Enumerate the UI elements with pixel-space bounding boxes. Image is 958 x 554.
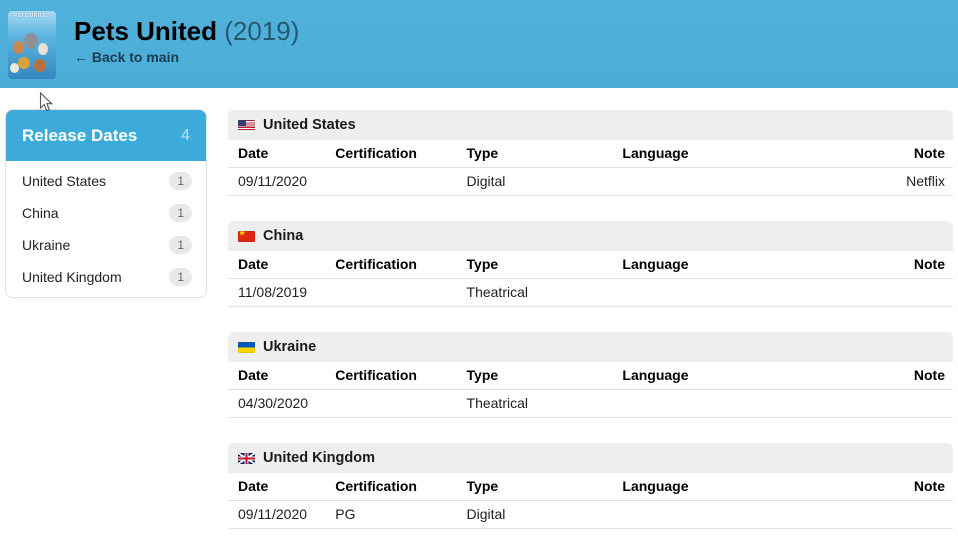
sidebar-item-united-kingdom[interactable]: United Kingdom 1 xyxy=(6,261,206,293)
cell-type: Theatrical xyxy=(466,389,623,418)
sidebar-item-united-states[interactable]: United States 1 xyxy=(6,165,206,197)
column-header-certification: Certification xyxy=(335,140,467,168)
movie-header: PETS UNITED Pets United (2019) ← Back to… xyxy=(0,0,958,88)
column-header-date: Date xyxy=(228,251,336,279)
count-badge: 1 xyxy=(169,236,192,254)
cell-date: 09/11/2020 xyxy=(228,500,336,529)
total-count: 4 xyxy=(181,126,190,144)
cell-type: Digital xyxy=(466,167,623,196)
sidebar-item-ukraine[interactable]: Ukraine 1 xyxy=(6,229,206,261)
country-label: Ukraine xyxy=(22,237,71,253)
table-header-row: Date Certification Type Language Note xyxy=(228,473,953,501)
release-row: 09/11/2020 Digital Netflix xyxy=(228,167,953,196)
cell-language xyxy=(622,500,841,529)
cell-type: Digital xyxy=(466,500,623,529)
column-header-date: Date xyxy=(228,473,336,501)
sidebar-item-china[interactable]: China 1 xyxy=(6,197,206,229)
cell-certification xyxy=(335,278,467,307)
country-name: United Kingdom xyxy=(263,450,375,466)
country-list: United States 1 China 1 Ukraine 1 United… xyxy=(6,161,206,297)
release-dates-panel-header: Release Dates 4 xyxy=(6,110,206,161)
cell-language xyxy=(622,389,841,418)
country-section-header: Ukraine xyxy=(228,332,953,362)
country-name: China xyxy=(263,228,304,244)
movie-year: (2019) xyxy=(224,15,300,46)
country-section-united-kingdom: United Kingdom Date Certification Type Lang… xyxy=(228,443,953,529)
column-header-note: Note xyxy=(840,140,953,168)
column-header-type: Type xyxy=(466,140,623,168)
movie-poster[interactable]: PETS UNITED xyxy=(8,11,56,79)
page-title: Pets United (2019) xyxy=(74,16,299,46)
table-header-row: Date Certification Type Language Note xyxy=(228,140,953,168)
country-name: Ukraine xyxy=(263,339,317,355)
column-header-language: Language xyxy=(622,473,841,501)
count-badge: 1 xyxy=(169,172,192,190)
country-name: United States xyxy=(263,117,356,133)
us-flag-icon xyxy=(238,119,255,131)
release-row: 04/30/2020 Theatrical xyxy=(228,389,953,418)
cell-date: 09/11/2020 xyxy=(228,167,336,196)
release-table: Date Certification Type Language Note 09/11/… xyxy=(228,140,953,196)
cell-language xyxy=(622,167,841,196)
country-section-header: China xyxy=(228,221,953,251)
poster-logo-text: PETS UNITED xyxy=(13,13,51,19)
release-table: Date Certification Type Language Note 09/11/… xyxy=(228,473,953,529)
release-table: Date Certification Type Language Note 04/30/… xyxy=(228,362,953,418)
movie-title-text: Pets United xyxy=(74,15,218,46)
release-row: 11/08/2019 Theatrical xyxy=(228,278,953,307)
column-header-note: Note xyxy=(840,251,953,279)
cell-note xyxy=(840,389,953,418)
country-label: United States xyxy=(22,173,107,189)
column-header-type: Type xyxy=(466,251,623,279)
cell-certification xyxy=(335,167,467,196)
column-header-note: Note xyxy=(840,473,953,501)
column-header-certification: Certification xyxy=(335,362,467,390)
cn-flag-icon xyxy=(238,230,255,242)
column-header-certification: Certification xyxy=(335,251,467,279)
back-to-main-link[interactable]: ← Back to main xyxy=(74,48,180,65)
country-section-header: United Kingdom xyxy=(228,443,953,473)
cell-note xyxy=(840,278,953,307)
country-label: United Kingdom xyxy=(22,269,122,285)
column-header-type: Type xyxy=(466,473,623,501)
column-header-type: Type xyxy=(466,362,623,390)
release-dates-panel: Release Dates 4 United States 1 China 1 … xyxy=(5,109,207,298)
release-dates-content: United States Date Certification Type Langu… xyxy=(228,110,953,554)
country-section-ukraine: Ukraine Date Certification Type Language Not… xyxy=(228,332,953,418)
gb-flag-icon xyxy=(238,452,255,464)
country-section-header: United States xyxy=(228,110,953,140)
count-badge: 1 xyxy=(169,204,192,222)
country-section-united-states: United States Date Certification Type Langu… xyxy=(228,110,953,196)
release-row: 09/11/2020 PG Digital xyxy=(228,500,953,529)
column-header-language: Language xyxy=(622,362,841,390)
column-header-date: Date xyxy=(228,140,336,168)
column-header-date: Date xyxy=(228,362,336,390)
column-header-certification: Certification xyxy=(335,473,467,501)
table-header-row: Date Certification Type Language Note xyxy=(228,362,953,390)
column-header-language: Language xyxy=(622,251,841,279)
cell-note xyxy=(840,500,953,529)
cell-date: 11/08/2019 xyxy=(228,278,336,307)
column-header-note: Note xyxy=(840,362,953,390)
column-header-language: Language xyxy=(622,140,841,168)
title-block: Pets United (2019) ← Back to main xyxy=(74,16,299,67)
ua-flag-icon xyxy=(238,341,255,353)
release-table: Date Certification Type Language Note 11/08/… xyxy=(228,251,953,307)
cell-certification xyxy=(335,389,467,418)
table-header-row: Date Certification Type Language Note xyxy=(228,251,953,279)
cell-certification: PG xyxy=(335,500,467,529)
country-label: China xyxy=(22,205,59,221)
cell-type: Theatrical xyxy=(466,278,623,307)
cell-date: 04/30/2020 xyxy=(228,389,336,418)
cell-note: Netflix xyxy=(840,167,953,196)
count-badge: 1 xyxy=(169,268,192,286)
country-section-china: China DateCertificationTypeLanguageNote … xyxy=(228,221,953,307)
cell-language xyxy=(622,278,841,307)
panel-title: Release Dates xyxy=(22,125,138,145)
poster-art xyxy=(24,33,38,49)
